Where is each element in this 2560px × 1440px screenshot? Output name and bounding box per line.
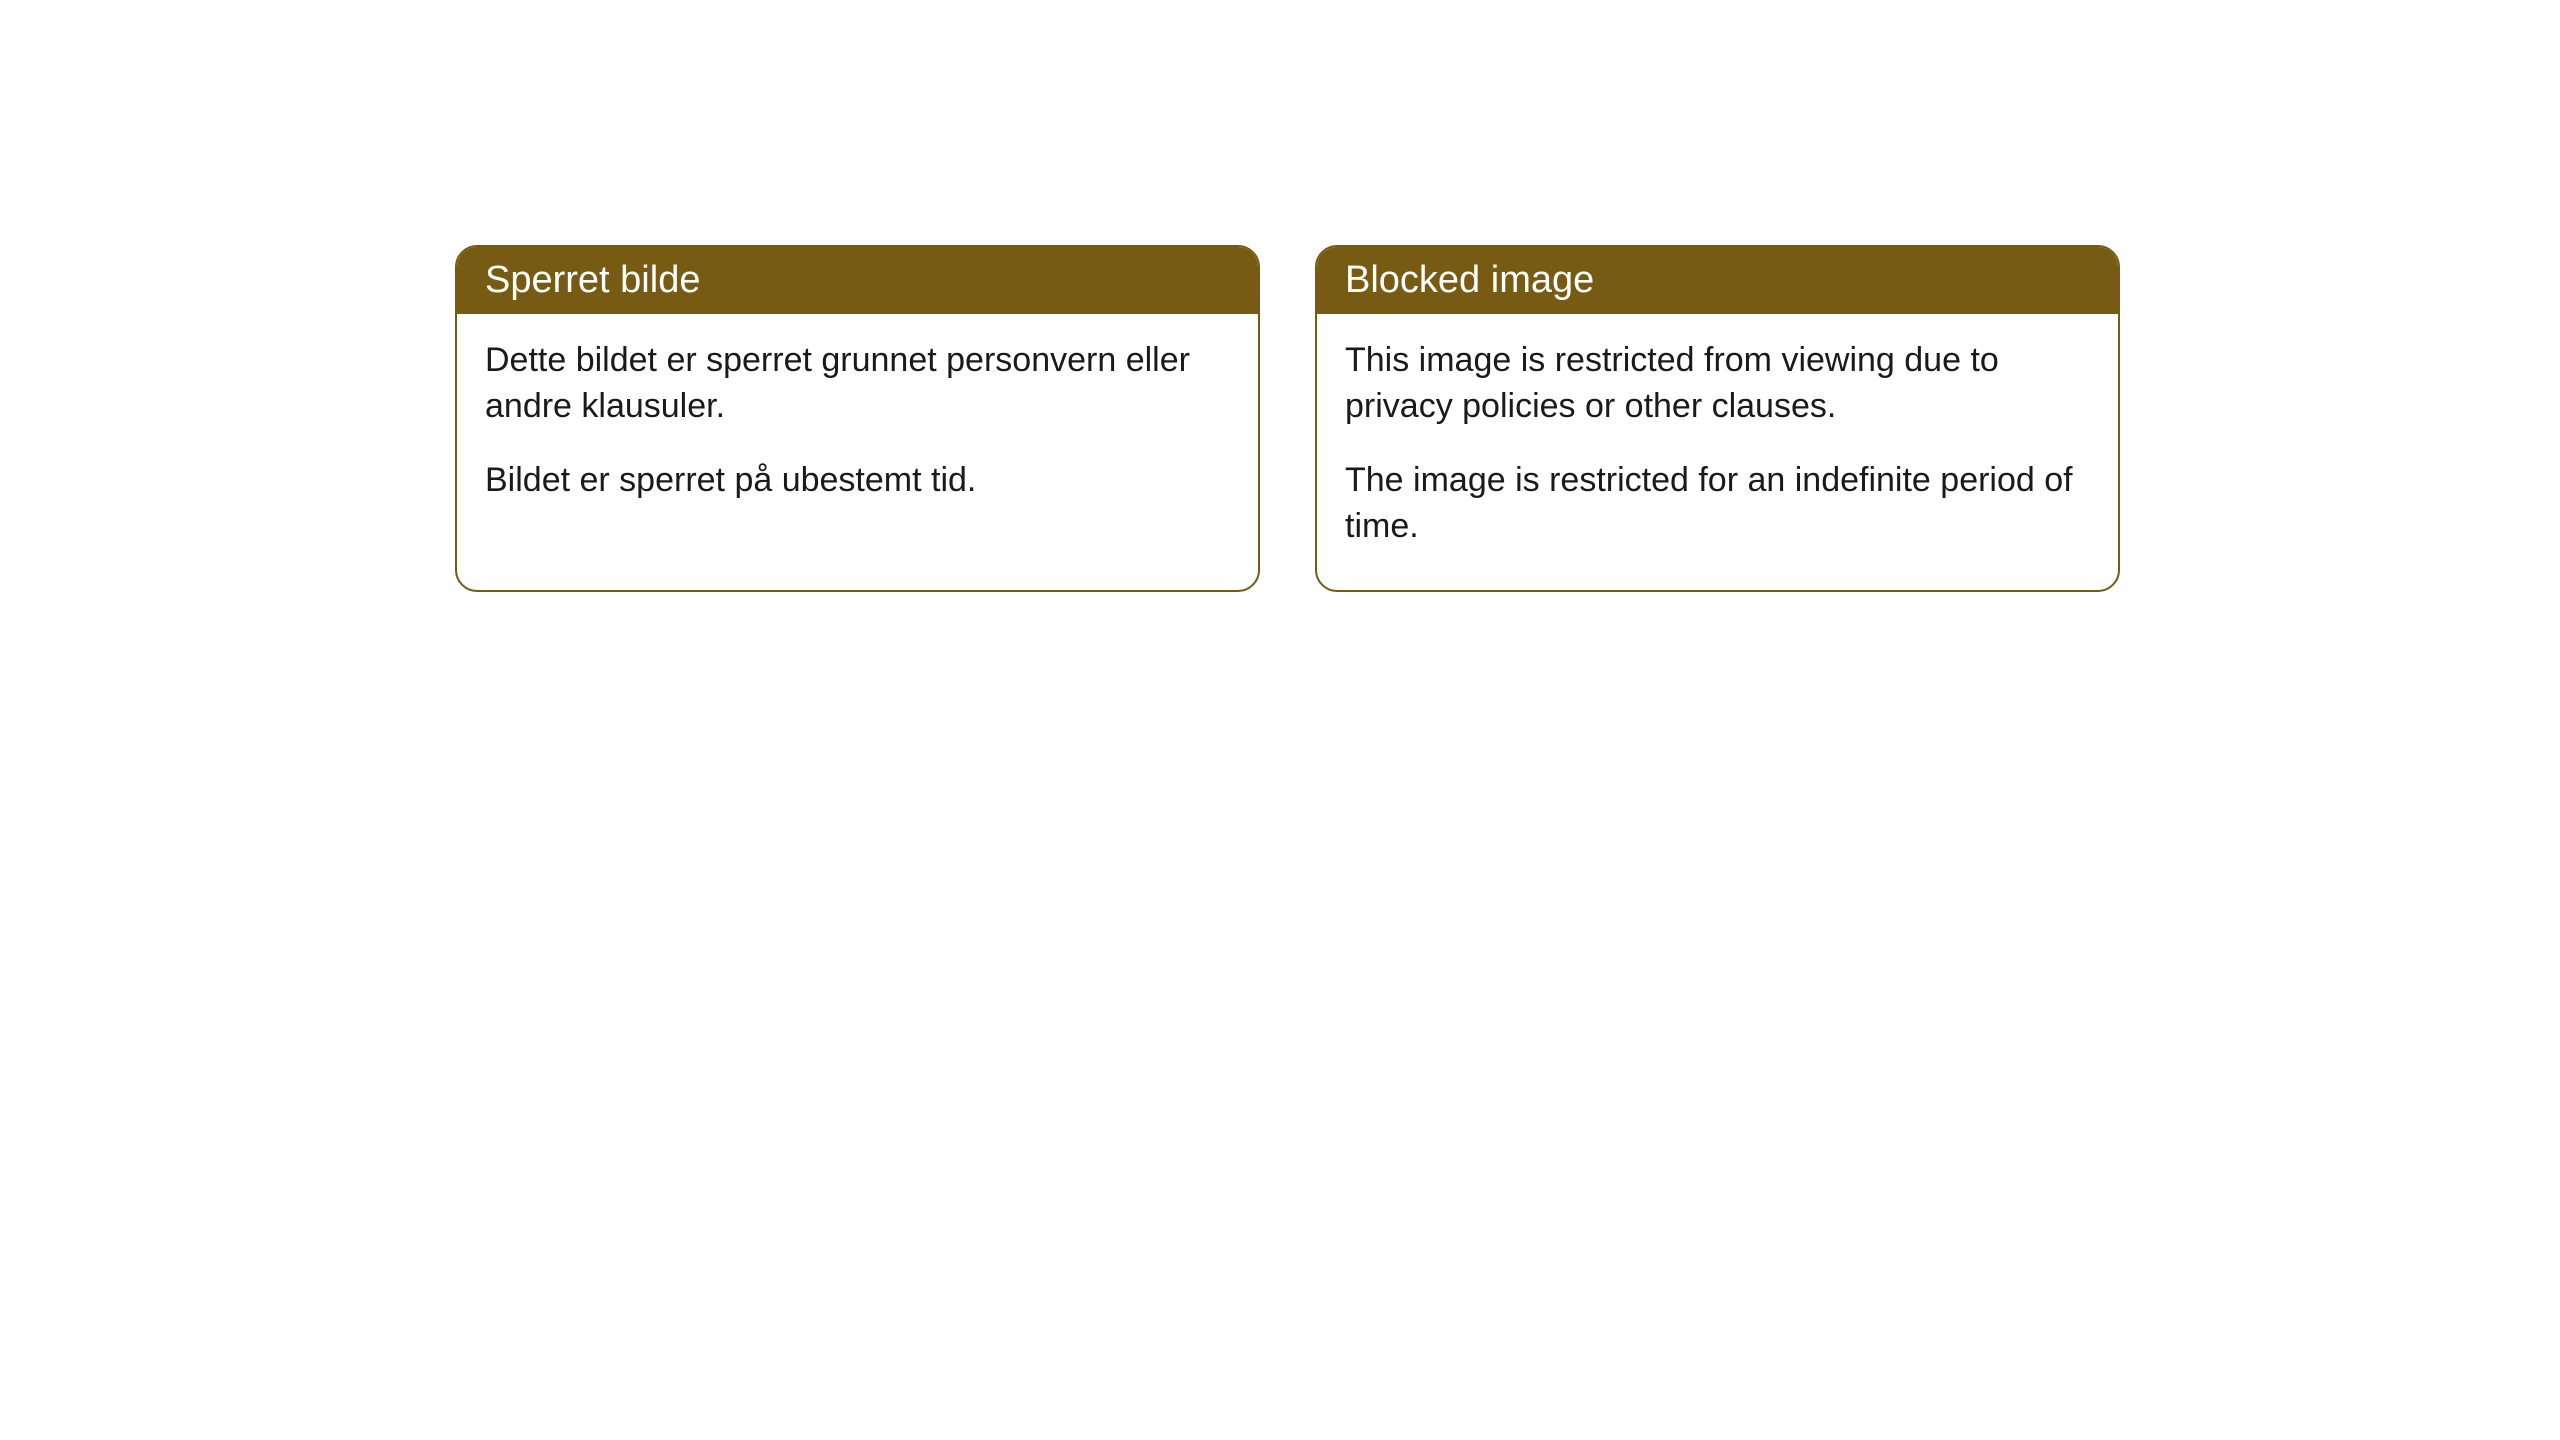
card-paragraph: Dette bildet er sperret grunnet personve… [485, 338, 1230, 430]
notice-cards-container: Sperret bilde Dette bildet er sperret gr… [455, 245, 2560, 592]
card-header-norwegian: Sperret bilde [457, 247, 1258, 314]
card-header-english: Blocked image [1317, 247, 2118, 314]
card-paragraph: This image is restricted from viewing du… [1345, 338, 2090, 430]
card-paragraph: The image is restricted for an indefinit… [1345, 458, 2090, 550]
notice-card-norwegian: Sperret bilde Dette bildet er sperret gr… [455, 245, 1260, 592]
card-paragraph: Bildet er sperret på ubestemt tid. [485, 458, 1230, 504]
card-title: Blocked image [1345, 259, 1594, 301]
card-title: Sperret bilde [485, 259, 700, 301]
card-body-norwegian: Dette bildet er sperret grunnet personve… [457, 314, 1258, 544]
notice-card-english: Blocked image This image is restricted f… [1315, 245, 2120, 592]
card-body-english: This image is restricted from viewing du… [1317, 314, 2118, 590]
